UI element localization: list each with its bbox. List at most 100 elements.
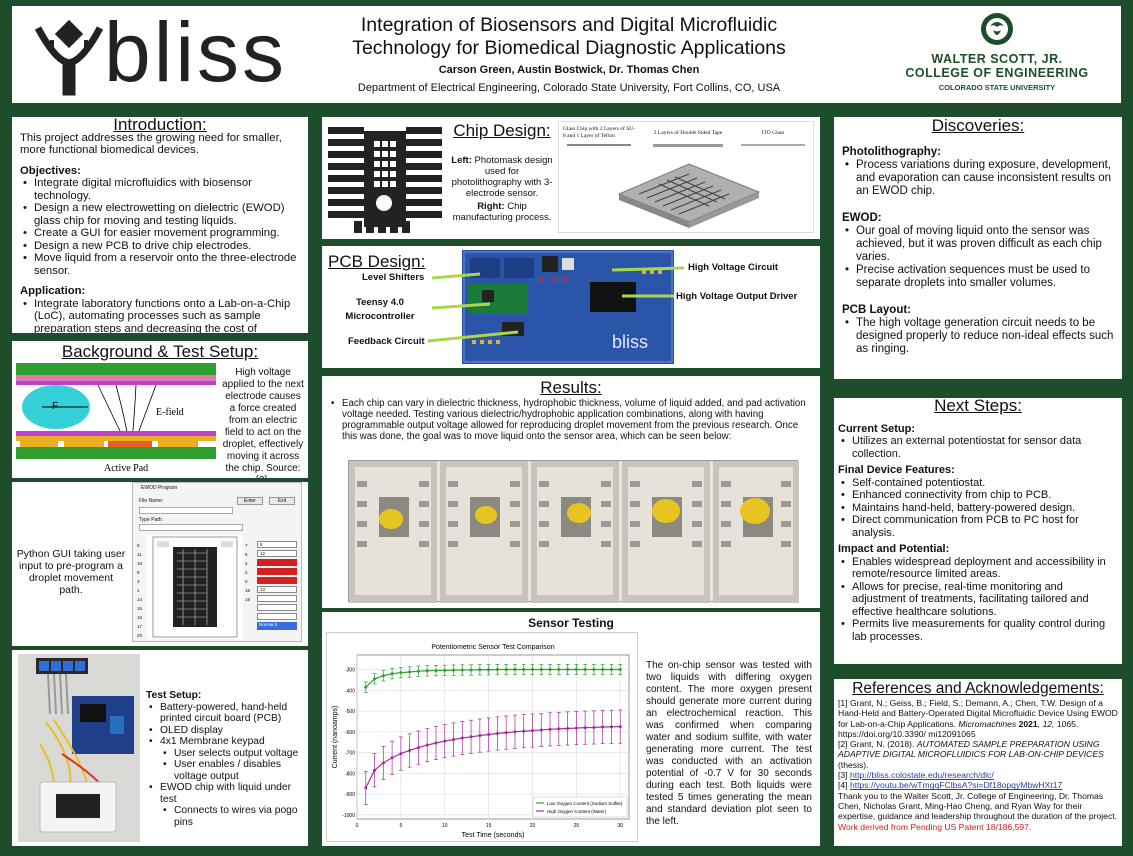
- data-point: [566, 668, 570, 672]
- impact-list: Enables widespread deployment and access…: [838, 556, 1118, 644]
- reference-1: [1] Grant, N.; Geiss, B.; Field, S.; Dem…: [838, 698, 1118, 739]
- ram-seal-icon: [981, 13, 1013, 45]
- data-point: [601, 668, 605, 672]
- gui-number-column-mid: 7 6 4 2 0 18 19: [245, 543, 251, 602]
- gui-panel: Python GUI taking user input to pre-prog…: [12, 482, 308, 646]
- pcb-label-hv-driver: High Voltage Output Driver: [676, 291, 798, 302]
- list-item: 4x1 Membrane keypad: [146, 736, 306, 748]
- college-logo: WALTER SCOTT, JR. COLLEGE OF ENGINEERING…: [892, 12, 1102, 100]
- data-point: [452, 668, 456, 672]
- gui-pad-button[interactable]: 5: [257, 541, 297, 548]
- data-point: [425, 743, 429, 747]
- x-tick-label: 15: [486, 823, 492, 829]
- list-item: EWOD chip with liquid under test: [146, 782, 306, 805]
- y-tick-label: -500: [345, 709, 355, 715]
- gui-enter-button[interactable]: Enter: [237, 497, 263, 505]
- patent-note: Work derived from Pending US Patent 18/1…: [838, 821, 1032, 832]
- gui-footer-button[interactable]: Normal 3: [257, 622, 297, 630]
- list-item: Maintains hand-held, battery-powered des…: [838, 502, 1118, 515]
- gui-pad-button[interactable]: [257, 604, 297, 611]
- data-point: [522, 729, 526, 733]
- droplet-frame: [349, 461, 437, 603]
- list-item: Process variations during exposure, deve…: [842, 159, 1114, 198]
- gui-pad-button[interactable]: 12: [257, 550, 297, 557]
- list-item: Our goal of moving liquid onto the senso…: [842, 225, 1114, 264]
- data-point: [443, 668, 447, 672]
- data-point: [495, 668, 499, 672]
- references-panel: References and Acknowledgements: [1] Gra…: [834, 679, 1122, 846]
- list-item: Design a new electrowetting on dielectri…: [20, 202, 300, 227]
- gui-pad-button-active[interactable]: [257, 577, 297, 584]
- efield-label: E-field: [156, 407, 184, 418]
- gui-pad-button[interactable]: 13: [257, 586, 297, 593]
- affiliation: Department of Electrical Engineering, Co…: [357, 82, 781, 94]
- data-point: [601, 725, 605, 729]
- reference-3-link[interactable]: http://bliss.colostate.edu/research/dlc/: [849, 770, 994, 781]
- active-pad-label: Active Pad: [104, 463, 148, 474]
- chip-design-title: Chip Design:: [453, 121, 551, 140]
- data-point: [399, 671, 403, 675]
- gui-pad-button-active[interactable]: [257, 559, 297, 566]
- pcb-layout-list: The high voltage generation circuit need…: [842, 317, 1114, 356]
- title-line-1: Integration of Biosensors and Digital Mi…: [360, 14, 778, 36]
- data-point: [592, 668, 596, 672]
- list-item: Integrate laboratory functions onto a La…: [20, 298, 300, 334]
- gui-pad-button-active[interactable]: [257, 568, 297, 575]
- data-point: [381, 674, 385, 678]
- list-item: Enables widespread deployment and access…: [838, 556, 1118, 581]
- data-point: [618, 725, 622, 729]
- objectives-list: Integrate digital microfluidics with bio…: [20, 177, 300, 277]
- gui-pad-button[interactable]: [257, 595, 297, 602]
- data-point: [478, 734, 482, 738]
- sensor-chart-svg: 0 5 10 15 20 25 30 -300 -400 -500 -600 -700 -800 -900…: [332, 644, 630, 839]
- data-point: [399, 752, 403, 756]
- chip-list: EWOD chip with liquid under test: [146, 782, 306, 805]
- data-point: [539, 728, 543, 732]
- gui-caption: Python GUI taking user input to pre-prog…: [16, 548, 126, 596]
- data-point: [425, 669, 429, 673]
- poster-header: bliss Integration of Biosensors and Digi…: [12, 6, 1121, 103]
- chart-title: Potentiometric Sensor Test Comparison: [431, 644, 554, 651]
- test-setup-panel: Test Setup: Battery-powered, hand-held p…: [12, 650, 308, 846]
- list-item: Move liquid from a reservoir onto the th…: [20, 252, 300, 277]
- gui-file-label: File Name:: [139, 498, 164, 504]
- x-tick-label: 30: [617, 823, 623, 829]
- data-point: [460, 736, 464, 740]
- data-point: [373, 677, 377, 681]
- test-setup-list: Battery-powered, hand-held printed circu…: [146, 702, 306, 748]
- gui-file-input[interactable]: [139, 507, 233, 514]
- gui-number-column-left: 8 11 10 9 3 1 14 15 16 17 20: [137, 543, 143, 638]
- list-item: Direct communication from PCB to PC host…: [838, 514, 1118, 539]
- list-item: Integrate digital microfluidics with bio…: [20, 177, 300, 202]
- data-point: [574, 726, 578, 730]
- test-setup-heading: Test Setup:: [146, 690, 202, 701]
- list-item: Permits live measurements for quality co…: [838, 618, 1118, 643]
- data-point: [530, 729, 534, 733]
- list-item: Create a GUI for easier movement program…: [20, 227, 300, 240]
- list-item: Each chip can vary in dielectric thickne…: [328, 398, 814, 442]
- acknowledgements: Thank you to the Walter Scott, Jr. Colle…: [838, 790, 1118, 832]
- results-list: Each chip can vary in dielectric thickne…: [322, 398, 820, 442]
- photolithography-heading: Photolithography:: [842, 146, 942, 158]
- legend-box: [532, 796, 628, 818]
- list-item: The high voltage generation circuit need…: [842, 317, 1114, 356]
- data-point: [513, 730, 517, 734]
- pcb-label-hv-circuit: High Voltage Circuit: [688, 262, 779, 273]
- data-point: [460, 668, 464, 672]
- gui-path-input[interactable]: [139, 524, 243, 531]
- poster-title: Integration of Biosensors and Digital Mi…: [312, 14, 826, 60]
- data-point: [513, 668, 517, 672]
- list-item: Connects to wires via pogo pins: [146, 805, 306, 828]
- gui-exit-button[interactable]: Exit: [269, 497, 295, 505]
- ewod-heading: EWOD:: [842, 212, 882, 224]
- reference-4-link[interactable]: https://youtu.be/wTmgqFClbsA?si=Df18opqy…: [849, 780, 1063, 791]
- gui-pad-button[interactable]: [257, 613, 297, 620]
- introduction-panel: Introduction: This project addresses the…: [12, 117, 308, 333]
- data-point: [487, 733, 491, 737]
- x-tick-label: 10: [442, 823, 448, 829]
- y-tick-label: -400: [345, 688, 355, 694]
- list-item: Allows for precise, real-time monitoring…: [838, 581, 1118, 619]
- title-line-2: Technology for Biomedical Diagnostic App…: [352, 37, 786, 59]
- left-text: Photomask design used for photolithograp…: [451, 155, 553, 199]
- data-point: [557, 727, 561, 731]
